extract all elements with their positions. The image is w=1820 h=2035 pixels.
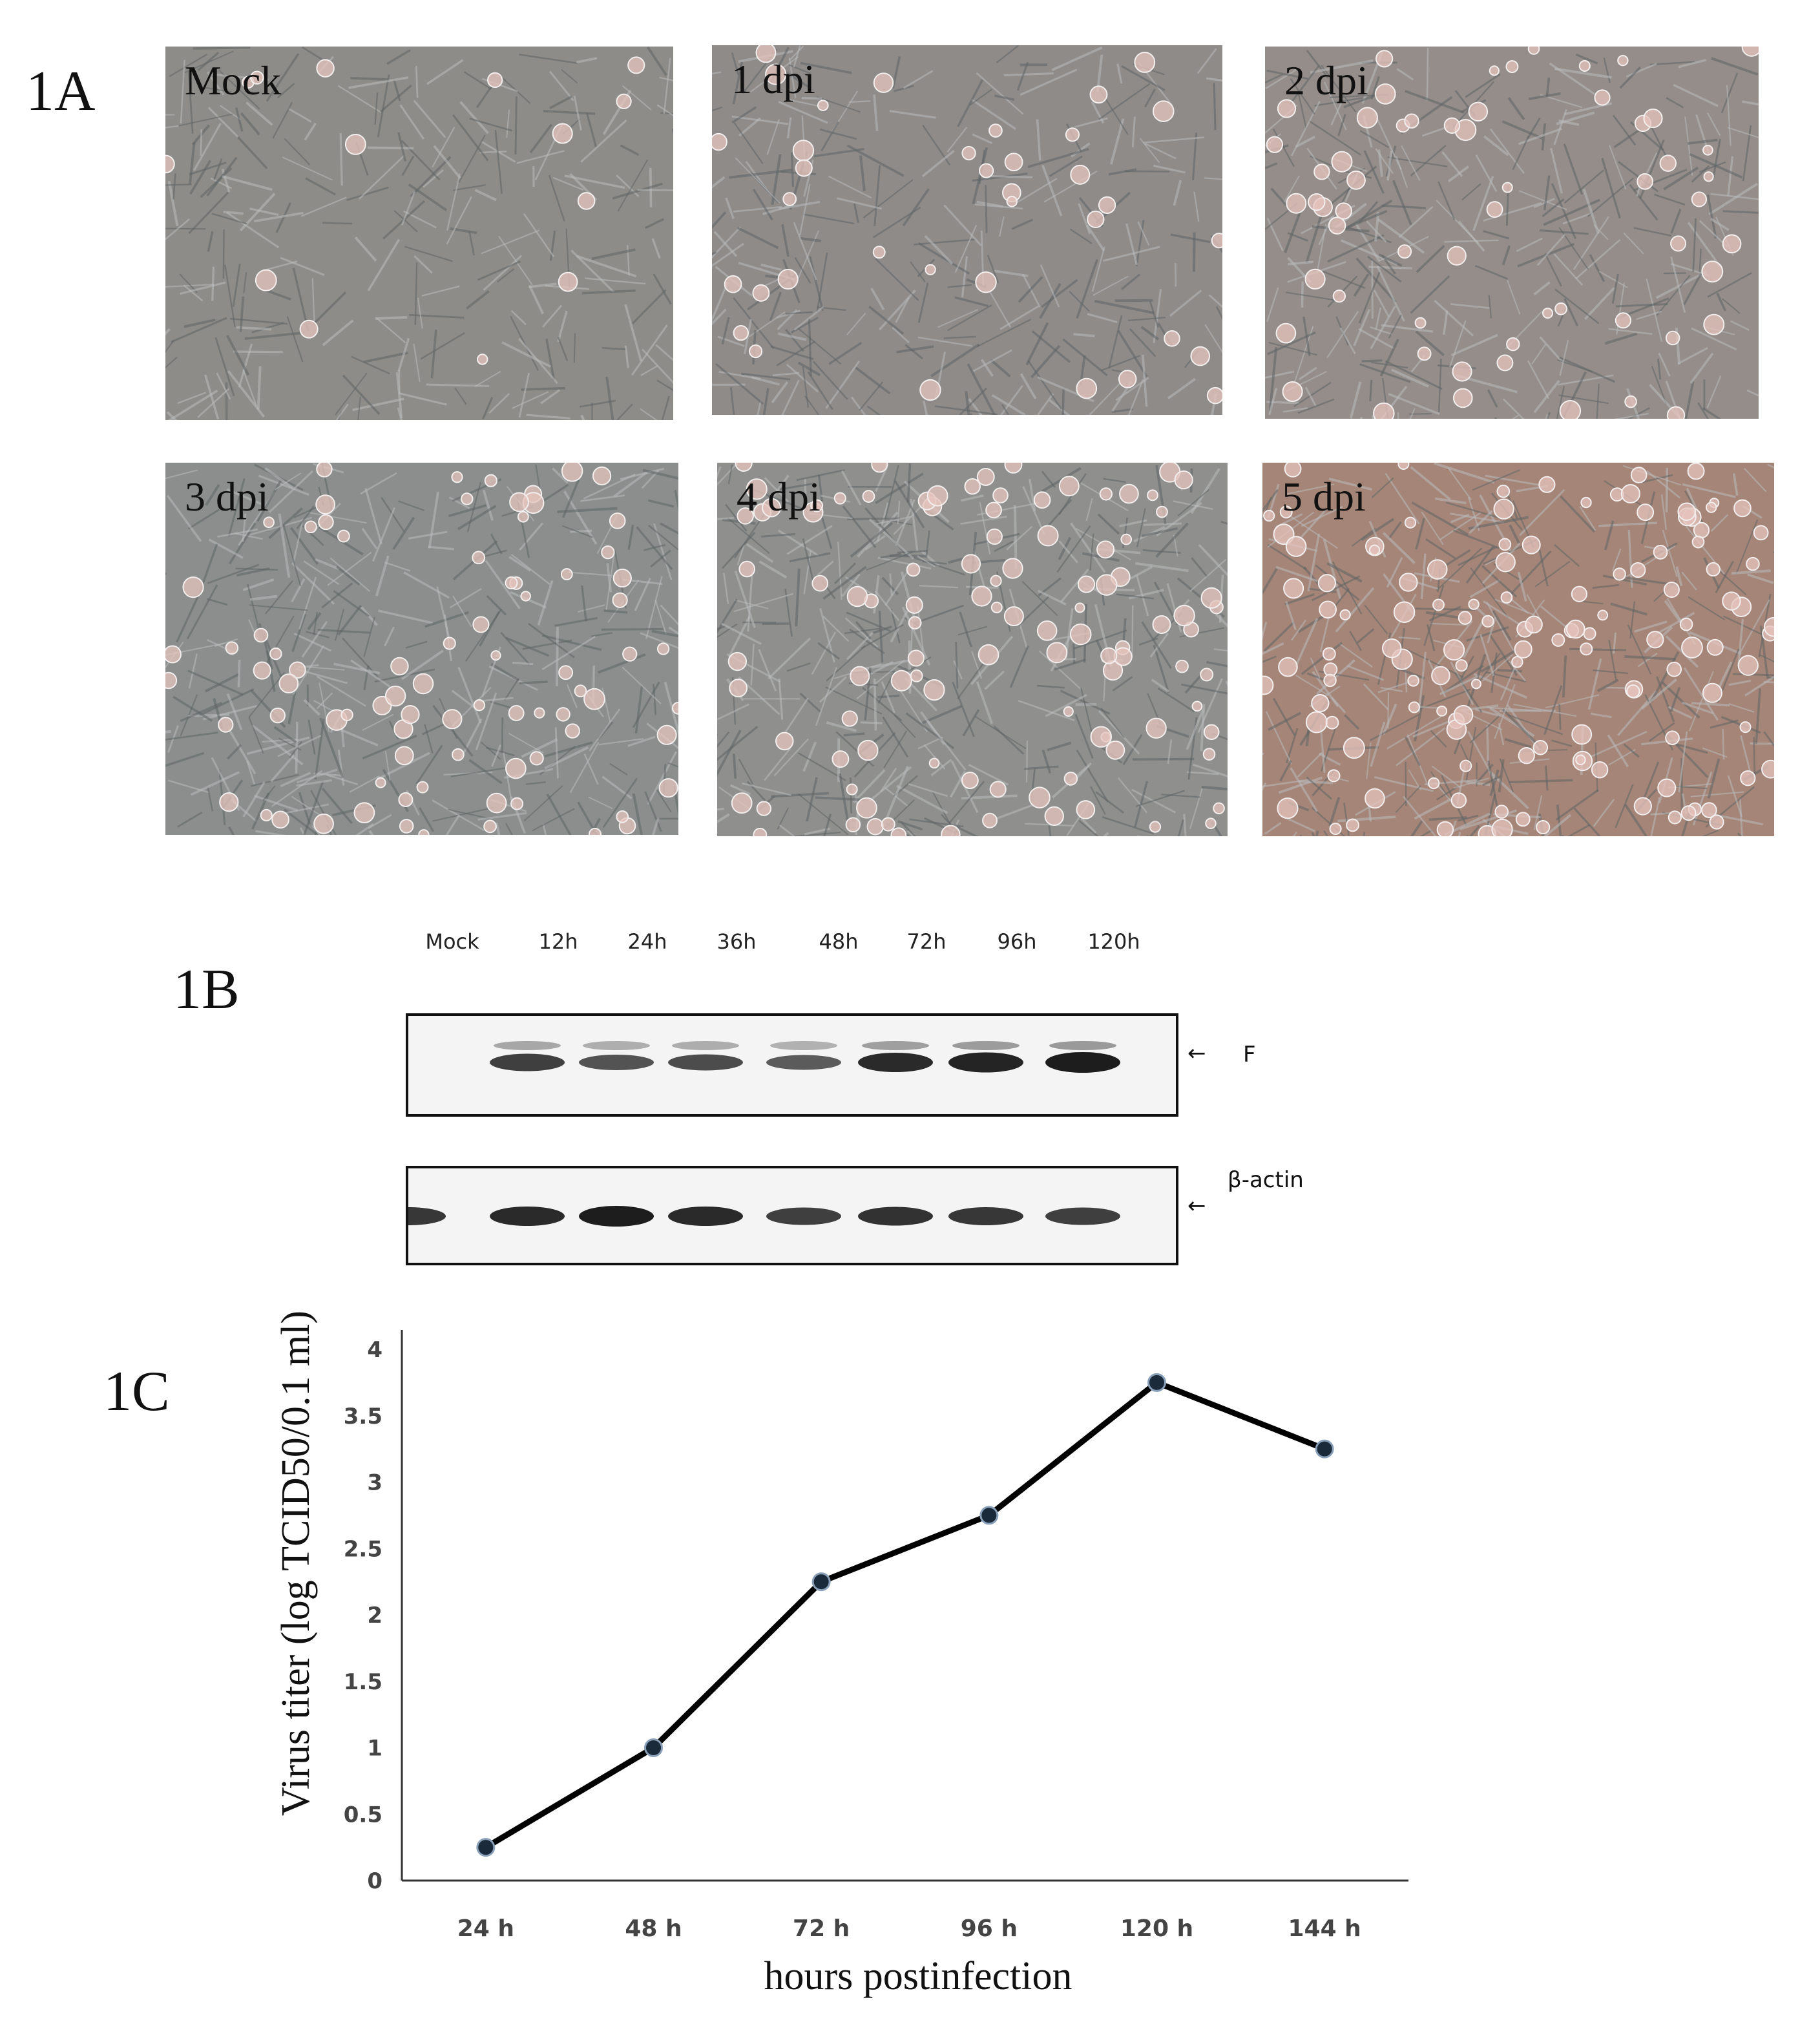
- blot-band: [490, 1207, 565, 1226]
- micrograph-label: 5 dpi: [1282, 474, 1366, 520]
- x-tick-label: 144 h: [1288, 1915, 1361, 1942]
- blot-band-faint: [952, 1041, 1020, 1050]
- blot-band-faint: [862, 1041, 929, 1050]
- blot-band-faint: [770, 1041, 837, 1050]
- blot-band: [668, 1207, 743, 1226]
- blot-label-f: F: [1243, 1042, 1256, 1068]
- blot-band: [948, 1052, 1023, 1073]
- micrograph-3dpi: 3 dpi: [165, 463, 678, 835]
- y-tick-label: 0.5: [344, 1802, 382, 1828]
- y-tick-label: 3: [367, 1470, 382, 1496]
- x-tick-label: 72 h: [793, 1915, 850, 1942]
- micrograph-texture: [717, 463, 1228, 836]
- blot-band: [766, 1055, 841, 1070]
- x-tick-label: 24 h: [457, 1915, 514, 1942]
- blot-bands: [490, 1041, 1120, 1073]
- y-tick-label: 4: [367, 1337, 382, 1363]
- y-tick-label: 1: [367, 1736, 382, 1762]
- panel-label-1b: 1B: [173, 958, 240, 1021]
- blot-band: [1045, 1207, 1120, 1225]
- blot-band-faint: [494, 1041, 561, 1050]
- micrograph-texture: [712, 45, 1222, 415]
- y-axis-title: Virus titer (log TCID50/0.1 ml): [274, 1311, 318, 1816]
- y-tick-label: 0: [367, 1868, 382, 1894]
- micrograph-4dpi: 4 dpi: [717, 463, 1228, 836]
- blot-band-faint: [672, 1041, 739, 1050]
- micrograph-label: 2 dpi: [1284, 58, 1368, 103]
- blot-band: [948, 1207, 1023, 1225]
- blot-band: [408, 1207, 446, 1225]
- lane-label: 96h: [997, 929, 1037, 954]
- x-tick-label: 48 h: [625, 1915, 682, 1942]
- data-point: [979, 1506, 999, 1525]
- blot-band: [579, 1055, 654, 1070]
- blot-band: [858, 1053, 933, 1072]
- micrograph-texture: [165, 47, 673, 420]
- micrograph-mock: Mock: [165, 47, 673, 420]
- blot-f-protein: [406, 1013, 1178, 1117]
- lane-label: 36h: [716, 929, 757, 954]
- blot-band: [1045, 1052, 1120, 1073]
- micrograph-label: 4 dpi: [737, 474, 821, 520]
- blot-bands: [408, 1206, 1120, 1227]
- micrograph-label: 3 dpi: [185, 474, 269, 520]
- y-tick-label: 2.5: [344, 1536, 382, 1562]
- x-tick-label: 120 h: [1120, 1915, 1193, 1942]
- blot-beta-actin: [406, 1166, 1178, 1265]
- data-point: [811, 1572, 831, 1592]
- blot-band: [490, 1053, 565, 1071]
- micrograph-texture: [1262, 463, 1774, 836]
- blot-band: [858, 1207, 933, 1226]
- blot-band-faint: [1049, 1041, 1116, 1050]
- y-tick-label: 3.5: [344, 1404, 382, 1429]
- blot-band-faint: [583, 1041, 650, 1050]
- lane-label: 120h: [1087, 929, 1140, 954]
- lane-label: 72h: [906, 929, 947, 954]
- blot-arrow: ←: [1187, 1040, 1206, 1066]
- blot-arrow: ←: [1187, 1193, 1206, 1219]
- y-tick-label: 2: [367, 1603, 382, 1629]
- series-line: [484, 1379, 1326, 1850]
- data-point: [1147, 1373, 1166, 1392]
- micrograph-2dpi: 2 dpi: [1265, 47, 1759, 419]
- blot-band: [766, 1207, 841, 1225]
- data-point: [1315, 1439, 1334, 1459]
- y-tick-label: 1.5: [344, 1669, 382, 1695]
- micrograph-texture: [165, 463, 678, 835]
- panel-label-1a: 1A: [26, 60, 96, 123]
- blot-label-beta-actin: β-actin: [1228, 1167, 1304, 1193]
- lane-label: Mock: [425, 929, 479, 954]
- micrograph-label: 1 dpi: [731, 56, 815, 102]
- micrograph-label: Mock: [185, 58, 282, 103]
- micrograph-1dpi: 1 dpi: [712, 45, 1222, 415]
- micrograph-texture: [1265, 47, 1759, 419]
- panel-label-1c: 1C: [103, 1360, 170, 1423]
- lane-label: 24h: [627, 929, 667, 954]
- blot-band: [579, 1206, 654, 1227]
- data-point: [476, 1838, 496, 1857]
- data-point: [644, 1738, 663, 1757]
- micrograph-5dpi: 5 dpi: [1262, 463, 1774, 836]
- lane-label: 12h: [538, 929, 578, 954]
- lane-label: 48h: [819, 929, 859, 954]
- x-axis-title: hours postinfection: [764, 1954, 1072, 1998]
- x-tick-label: 96 h: [961, 1915, 1018, 1942]
- blot-band: [668, 1054, 743, 1071]
